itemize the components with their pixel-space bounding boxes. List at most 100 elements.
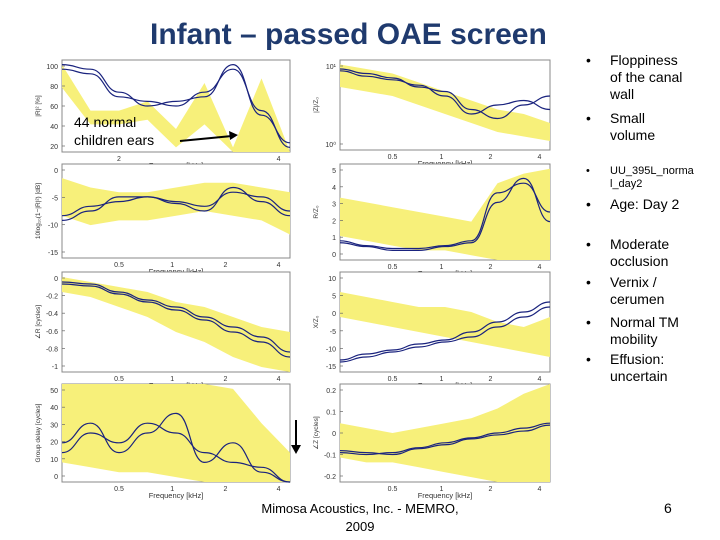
y-axis-label: 10log₁₀(1−|R|²) [dB] [35, 183, 42, 239]
y-tick-label: 3 [332, 202, 336, 209]
x-tick-label: 4 [538, 154, 542, 161]
y-tick-label: 0 [332, 311, 336, 318]
x-tick-label: 0.5 [114, 376, 124, 383]
measurement-curve-2 [339, 177, 551, 252]
x-tick-label: 4 [277, 156, 281, 163]
x-tick-label: 4 [277, 486, 281, 493]
measurement-curve-1 [339, 182, 551, 250]
x-tick-label: 2 [489, 486, 493, 493]
normal-range-band [62, 277, 290, 372]
measurement-curve-1 [61, 63, 291, 144]
y-axis-label: X/Z₀ [313, 315, 320, 328]
x-tick-label: 1 [170, 376, 174, 383]
page-number: 6 [664, 500, 672, 516]
x-tick-label: 0.5 [388, 486, 398, 493]
x-tick-label: 4 [538, 264, 542, 271]
y-axis-label: ∠R [cycles] [34, 305, 42, 339]
page-title: Infant – passed OAE screen [150, 18, 547, 51]
y-tick-label: -0.8 [46, 346, 58, 353]
left-panel-1: 1008060402024Frequency [kHz]|R|² [%] [35, 59, 291, 170]
measurement-curve-2 [339, 301, 551, 361]
y-axis-label: Group delay [cycles] [35, 403, 42, 462]
measurement-curve-1 [61, 281, 291, 353]
bullet-text: Age: Day 2 [610, 196, 679, 213]
y-tick-label: 10⁰ [325, 141, 336, 149]
bullet-text: Small volume [610, 110, 655, 144]
y-tick-label: 0 [54, 474, 58, 481]
bullet-line: uncertain [610, 368, 668, 384]
measurement-curve-2 [339, 70, 551, 115]
measurement-curve-1 [339, 68, 551, 120]
bullet-marker: • [586, 274, 591, 290]
y-tick-label: 10 [50, 457, 58, 464]
bullet-marker: • [586, 314, 591, 330]
y-tick-label: 100 [46, 64, 58, 71]
bullet-marker: • [586, 236, 591, 252]
scroll-down-arrow [291, 420, 301, 454]
x-tick-label: 2 [223, 486, 227, 493]
y-tick-label: -1 [52, 364, 58, 371]
x-tick-label: 0.5 [388, 264, 398, 271]
y-tick-label: 30 [50, 422, 58, 429]
measurement-curve-2 [61, 186, 291, 217]
x-tick-label: 1 [440, 154, 444, 161]
bullet-line: Vernix / [610, 274, 657, 290]
bullet-line: Normal TM [610, 314, 679, 330]
bullet-text: Effusion: uncertain [610, 351, 668, 385]
normal-range-band [62, 64, 290, 152]
annotation-text: 44 normal children ears [74, 114, 155, 148]
measurement-curve-1 [61, 191, 291, 221]
y-tick-label: -10 [48, 223, 58, 230]
bullet-line: mobility [610, 331, 658, 347]
y-tick-label: 0 [54, 276, 58, 283]
bullet-line: Effusion: [610, 351, 665, 367]
left-panel-4: 50 40 30 20 10 0 0.5 1 2 4 Frequency [kHz] Group de… [35, 383, 291, 500]
x-tick-label: 0.5 [114, 486, 124, 493]
normal-range-band [340, 292, 550, 357]
y-tick-label: 20 [50, 144, 58, 151]
footer: Mimosa Acoustics, Inc. - MEMRO, 2009 [261, 501, 459, 534]
y-tick-label: 2 [332, 218, 336, 225]
x-tick-label: 4 [277, 376, 281, 383]
plot-grid: 1008060402024Frequency [kHz]|R|² [%]0-5-… [34, 59, 551, 500]
y-tick-label: 50 [50, 388, 58, 395]
x-tick-label: 4 [538, 486, 542, 493]
measurement-curve-2 [61, 283, 291, 358]
y-tick-label: 80 [50, 84, 58, 91]
normal-range-band [340, 384, 550, 482]
measurement-curve-2 [339, 424, 551, 456]
bullet-line: volume [610, 127, 656, 143]
bullet-text: UU_395L_norma l_day2 [610, 165, 694, 191]
normal-range-band [340, 64, 550, 141]
bullet-marker: • [586, 196, 591, 212]
bullet-line: l_day2 [610, 178, 643, 190]
y-axis-label: R/Z₀ [313, 205, 320, 218]
bullet-text: Vernix / cerumen [610, 274, 664, 308]
y-tick-label: 20 [50, 440, 58, 447]
y-tick-label: -0.1 [324, 453, 336, 460]
bullet-line: UU_395L_norma [610, 165, 694, 177]
bullet-line: of the canal [610, 69, 683, 85]
y-tick-label: -5 [52, 195, 58, 202]
annotation-arrow [179, 131, 238, 142]
y-tick-label: 40 [50, 124, 58, 131]
x-tick-label: 2 [223, 262, 227, 269]
y-axis-label: ∠Z [cycles] [312, 416, 320, 449]
x-tick-label: 1 [170, 486, 174, 493]
y-tick-label: 4 [332, 185, 336, 192]
y-tick-label: 10 [328, 276, 336, 283]
normal-range-band [340, 168, 550, 260]
y-tick-label: 0.1 [326, 410, 336, 417]
y-tick-label: -0.4 [46, 311, 58, 318]
y-tick-label: -15 [326, 364, 336, 371]
bullet-line: Small [610, 110, 646, 126]
x-tick-label: 2 [489, 264, 493, 271]
bullet-line: occlusion [610, 253, 669, 269]
x-tick-label: 2 [223, 376, 227, 383]
right-panel-4: 0.2 0.1 0 -0.1 -0.2 0.5 1 2 4 Frequency [kHz] ∠Z [… [312, 383, 551, 500]
y-tick-label: -15 [48, 250, 58, 257]
y-tick-label: 0 [332, 252, 336, 259]
measurement-curve-1 [339, 422, 551, 456]
